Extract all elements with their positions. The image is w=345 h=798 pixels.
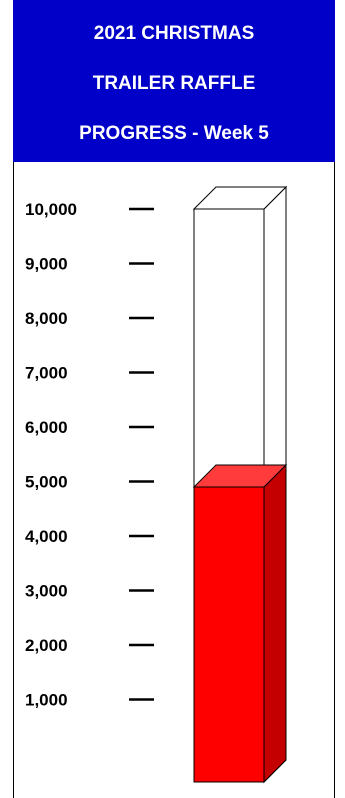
y-tick-label: 7,000 — [25, 364, 68, 383]
y-tick-label: 9,000 — [25, 255, 68, 274]
progress-bar-front — [193, 486, 265, 783]
y-tick-label: 4,000 — [25, 527, 68, 546]
tube-top-empty — [192, 186, 288, 210]
progress-bar-top — [192, 464, 288, 488]
title-line-1: 2021 CHRISTMAS — [93, 23, 255, 44]
y-tick-label: 5,000 — [25, 473, 68, 492]
progress-bar-side — [263, 463, 287, 784]
chart-frame: 10,000 9,000 8,000 7,000 6,000 5,000 4,000 3,00… — [13, 162, 335, 798]
chart-title-box: 2021 CHRISTMAS TRAILER RAFFLE PROGRESS -… — [13, 0, 335, 162]
title-line-2: TRAILER RAFFLE — [92, 73, 256, 94]
y-tick-label: 1,000 — [25, 691, 68, 710]
y-tick-label: 8,000 — [25, 309, 68, 328]
y-tick-label: 3,000 — [25, 582, 68, 601]
y-tick-label: 10,000 — [25, 200, 77, 219]
y-tick-label: 6,000 — [25, 418, 68, 437]
title-line-3: PROGRESS - Week 5 — [79, 123, 269, 144]
thermometer-chart: 10,000 9,000 8,000 7,000 6,000 5,000 4,000 3,00… — [25, 185, 288, 784]
y-tick-label: 2,000 — [25, 636, 68, 655]
